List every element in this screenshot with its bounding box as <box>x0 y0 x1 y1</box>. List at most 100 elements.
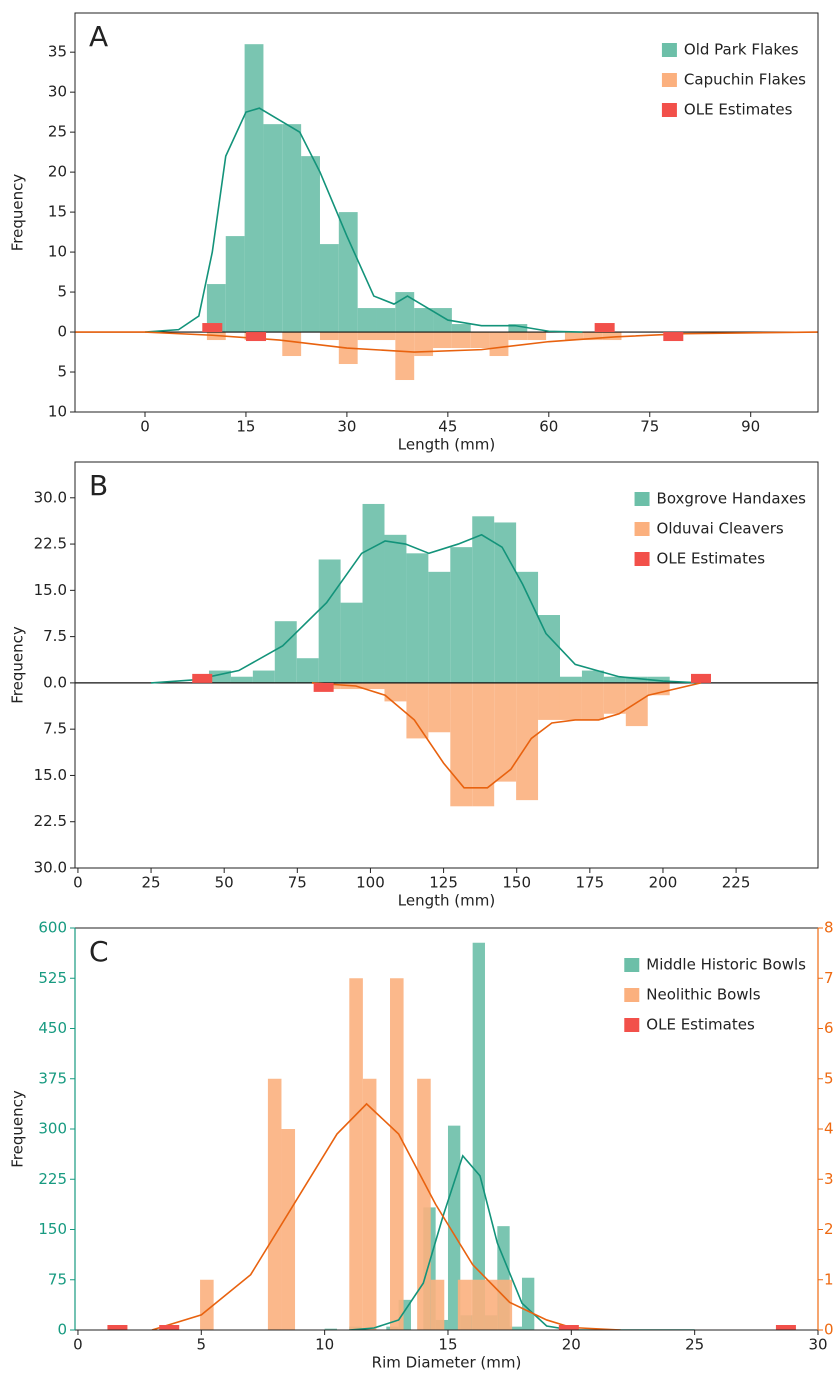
x-tick-label: 0 <box>140 418 150 436</box>
legend-label: Middle Historic Bowls <box>646 956 806 974</box>
panel-label: B <box>89 469 108 502</box>
histogram-bar <box>647 676 670 683</box>
x-tick-label: 15 <box>236 418 255 436</box>
panel-label: A <box>89 20 108 53</box>
y-tick-label: 25 <box>48 123 67 141</box>
y-tick-label: 20 <box>48 163 67 181</box>
y-tick-label: 22.5 <box>34 812 67 830</box>
histogram-bar <box>390 978 404 1330</box>
panel-label: C <box>89 935 109 968</box>
histogram-bar <box>602 332 622 341</box>
x-tick-label: 45 <box>438 418 457 436</box>
kde-line <box>349 1154 695 1330</box>
plot-area <box>107 942 796 1330</box>
legend-label: Old Park Flakes <box>684 41 799 59</box>
histogram-bar <box>433 332 452 349</box>
x-tick-label: 25 <box>142 874 161 892</box>
y-tick-label: 15 <box>48 203 67 221</box>
y-tick-label: 15.0 <box>34 766 67 784</box>
y2-tick-label: 3 <box>824 1170 834 1188</box>
x-tick-label: 200 <box>649 874 678 892</box>
histogram-bar <box>362 503 385 683</box>
histogram-bar <box>472 942 485 1330</box>
histogram-bar <box>338 212 358 333</box>
histogram-bar <box>625 676 648 683</box>
y-tick-label: 5 <box>57 363 67 381</box>
histogram-bar <box>470 332 490 349</box>
histogram-bar <box>484 1279 499 1330</box>
kde-line <box>151 533 702 684</box>
y-tick-label: 375 <box>38 1069 67 1087</box>
ole-marker <box>246 332 267 342</box>
legend-swatch <box>634 522 650 536</box>
ole-marker <box>192 673 213 683</box>
x-tick-label: 90 <box>741 418 760 436</box>
plot-frame <box>74 461 819 869</box>
histogram-bar <box>200 1279 214 1330</box>
x-axis-label: Length (mm) <box>398 892 495 910</box>
histogram-bar <box>362 1078 377 1330</box>
histogram-bar <box>225 236 245 333</box>
y2-tick-label: 5 <box>824 1069 834 1087</box>
ole-marker <box>313 682 334 692</box>
histogram-bar <box>603 682 626 714</box>
legend-label: OLE Estimates <box>646 1016 755 1034</box>
histogram-bar <box>538 615 560 683</box>
histogram-bar <box>564 332 584 341</box>
histogram-bar <box>516 682 539 801</box>
y-tick-label: 10 <box>48 403 67 421</box>
ole-marker <box>663 332 684 342</box>
x-axis-label: Length (mm) <box>398 436 495 454</box>
histogram-bar <box>581 682 604 720</box>
x-axis-label: Rim Diameter (mm) <box>372 1354 522 1372</box>
y-tick-label: 150 <box>38 1220 67 1238</box>
legend-swatch <box>661 43 677 57</box>
histogram-bar <box>281 1129 296 1330</box>
x-tick-label: 60 <box>539 418 558 436</box>
ole-marker <box>202 323 223 333</box>
histogram-bar <box>430 1279 445 1330</box>
histogram-bar <box>376 308 396 333</box>
y2-tick-label: 7 <box>824 969 834 987</box>
histogram-bar <box>428 682 451 733</box>
legend-label: Olduvai Cleavers <box>657 520 784 538</box>
y-tick-label: 450 <box>38 1019 67 1037</box>
y-tick-label: 30 <box>48 83 67 101</box>
x-tick-label: 175 <box>576 874 605 892</box>
histogram-bar <box>417 1078 431 1330</box>
histogram-bar <box>282 332 302 357</box>
y2-tick-label: 2 <box>824 1220 834 1238</box>
histogram-bar <box>472 682 495 807</box>
y-axis-label: Frequency <box>9 1090 27 1168</box>
legend-swatch <box>661 103 677 117</box>
histogram-bar <box>494 682 517 782</box>
histogram-bar <box>521 1277 535 1330</box>
x-tick-label: 0 <box>73 1336 83 1354</box>
x-tick-label: 150 <box>502 874 531 892</box>
histogram-bar <box>489 332 509 357</box>
histogram-bar <box>263 124 283 333</box>
legend-label: Boxgrove Handaxes <box>657 490 807 508</box>
x-tick-label: 75 <box>288 874 307 892</box>
histogram-bar <box>457 1279 472 1330</box>
y-tick-label: 22.5 <box>34 535 67 553</box>
y-tick-label: 7.5 <box>43 720 67 738</box>
histogram-bar <box>516 571 539 683</box>
ole-marker <box>775 1325 796 1330</box>
x-tick-label: 20 <box>562 1336 581 1354</box>
histogram-bar <box>406 682 429 739</box>
x-tick-label: 125 <box>429 874 458 892</box>
histogram-bar <box>508 324 528 333</box>
histogram-bar <box>301 156 320 333</box>
y2-tick-label: 1 <box>824 1270 834 1288</box>
histogram-bar <box>527 332 547 341</box>
histogram-bar <box>282 124 302 333</box>
legend-swatch <box>624 958 640 972</box>
histogram-bar <box>267 1078 282 1330</box>
histogram-bar <box>450 682 473 807</box>
x-tick-label: 100 <box>356 874 385 892</box>
histogram-bar <box>376 332 396 341</box>
y-tick-label: 525 <box>38 969 67 987</box>
